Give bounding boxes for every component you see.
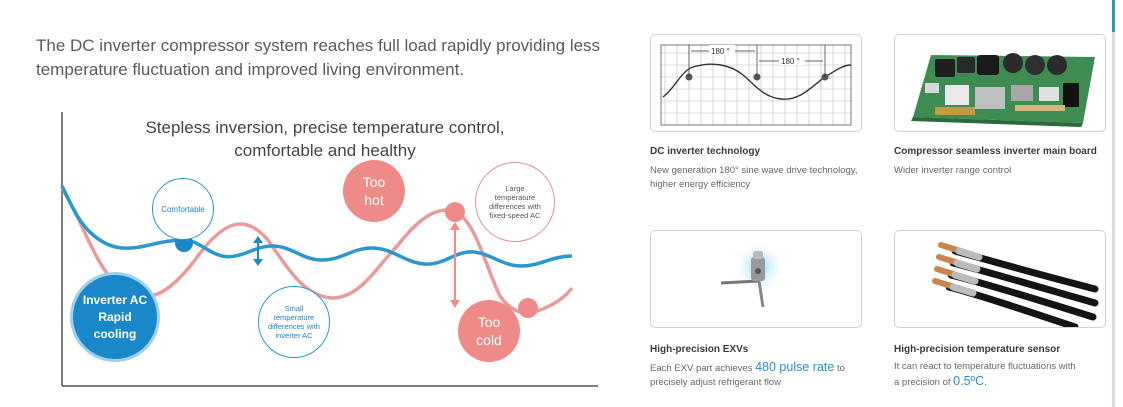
large-diff-line-1: Large <box>505 184 525 193</box>
feature-title-4: High-precision temperature sensor <box>894 344 1061 355</box>
too-cold-line-2: cold <box>476 332 502 348</box>
temperature-diagram: Stepless inversion, precise temperature … <box>0 100 600 407</box>
feature-desc-4: It can react to temperature fluctuations… <box>894 360 1119 390</box>
inverter-line-1: Inverter AC <box>82 292 148 307</box>
feature-desc-2: Wider inverter range control <box>894 164 1119 178</box>
circuit-board-image <box>894 34 1106 132</box>
large-diff-line-3: differences with <box>489 202 541 211</box>
too-hot-line-1: Too <box>362 174 386 190</box>
angle-label-2: 180 ° <box>781 57 800 66</box>
expansion-valve-image <box>650 230 862 328</box>
intro-text: The DC inverter compressor system reache… <box>36 34 636 82</box>
too-cold-line-1: Too <box>477 314 501 330</box>
diagram-title: Stepless inversion, precise temperature … <box>110 116 540 162</box>
feature-desc-1: New generation 180° sine wave drive tech… <box>650 164 875 192</box>
feature-desc-4-pre: a precision of <box>894 377 954 388</box>
large-diff-line-2: temperature <box>494 193 536 202</box>
feature-desc-1-line-1: New generation 180° sine wave drive tech… <box>650 165 858 176</box>
inverter-ac-bubble: Inverter AC Rapid cooling <box>70 272 160 362</box>
small-diff-line-1: Small <box>284 304 304 313</box>
circuit-board-svg <box>911 53 1095 127</box>
small-diff-line-3: differences with <box>268 322 320 331</box>
feature-title-1: DC inverter technology <box>650 146 761 157</box>
sine-wave-graph-image: 180 ° 180 ° <box>650 34 862 132</box>
right-scroll-rule <box>1112 0 1115 407</box>
feature-desc-2-line-1: Wider inverter range control <box>894 165 1012 176</box>
feature-desc-4-line-2: a precision of 0.5ºC. <box>894 374 1119 390</box>
feature-desc-3-pre: Each EXV part achieves <box>650 363 756 374</box>
intro-line-2: temperature fluctuation and improved liv… <box>36 60 465 79</box>
diagram-title-line-2: comfortable and healthy <box>234 141 416 160</box>
large-diff-bubble: Large temperature differences with fixed… <box>475 162 555 242</box>
small-diff-arrow-icon <box>253 236 263 266</box>
inverter-curve <box>60 185 573 268</box>
small-diff-line-2: temperature <box>273 313 315 322</box>
temperature-sensor-image <box>894 230 1106 328</box>
feature-title-3: High-precision EXVs <box>650 344 749 355</box>
peak-dot <box>445 202 465 222</box>
feature-title-2: Compressor seamless inverter main board <box>894 146 1097 157</box>
comfortable-label: Comfortable <box>161 204 205 214</box>
small-diff-line-4: inverter AC <box>275 331 313 340</box>
feature-desc-1-line-2: higher energy efficiency <box>650 179 751 190</box>
feature-desc-3-line-2: precisely adjust refrigerant flow <box>650 377 781 388</box>
large-diff-arrow-icon <box>450 222 460 308</box>
feature-desc-4-post: . <box>984 377 987 388</box>
too-hot-bubble: Too hot <box>343 160 405 222</box>
sine-wave-graph-svg: 180 ° 180 ° <box>660 44 852 126</box>
trough-dot <box>518 298 538 318</box>
feature-desc-3-line-1: Each EXV part achieves 480 pulse rate to <box>650 360 875 376</box>
feature-desc-3-post: to <box>834 363 845 374</box>
large-diff-line-4: fixed-speed AC <box>489 211 541 220</box>
feature-desc-4-line-1: It can react to temperature fluctuations… <box>894 361 1076 372</box>
temperature-sensor-svg <box>932 242 1099 327</box>
angle-label-1: 180 ° <box>711 47 730 56</box>
too-hot-line-2: hot <box>364 192 384 208</box>
small-diff-bubble: Small temperature differences with inver… <box>258 286 330 358</box>
too-cold-bubble: Too cold <box>458 300 520 362</box>
comfortable-bubble: Comfortable <box>152 178 214 240</box>
diagram-title-line-1: Stepless inversion, precise temperature … <box>145 118 505 137</box>
inverter-line-3: cooling <box>93 326 137 341</box>
precision-highlight: 0.5ºC <box>953 374 985 388</box>
right-scroll-accent <box>1112 0 1115 32</box>
pulse-rate-highlight: 480 pulse rate <box>755 360 835 374</box>
intro-line-1: The DC inverter compressor system reache… <box>36 36 601 55</box>
expansion-valve-svg <box>720 241 785 308</box>
feature-desc-3: Each EXV part achieves 480 pulse rate to… <box>650 360 875 390</box>
inverter-line-2: Rapid <box>98 309 132 324</box>
